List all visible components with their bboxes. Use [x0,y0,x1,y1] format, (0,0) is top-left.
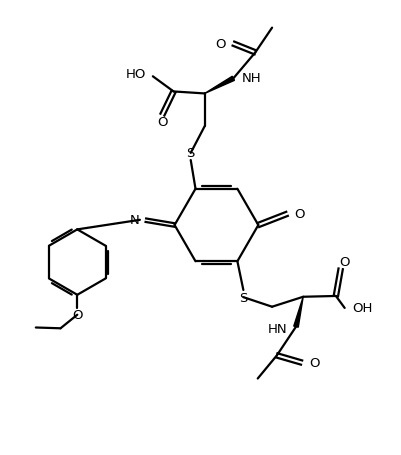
Text: O: O [339,256,350,268]
Text: OH: OH [352,301,373,314]
Text: O: O [309,356,319,369]
Text: S: S [186,147,195,160]
Text: O: O [72,308,83,322]
Polygon shape [205,77,235,94]
Text: O: O [294,208,305,221]
Polygon shape [294,297,303,328]
Text: N: N [130,214,140,227]
Text: HN: HN [267,323,287,335]
Text: O: O [157,116,168,129]
Text: O: O [216,38,226,51]
Text: S: S [239,291,247,304]
Text: NH: NH [242,72,262,85]
Text: HO: HO [125,67,146,81]
